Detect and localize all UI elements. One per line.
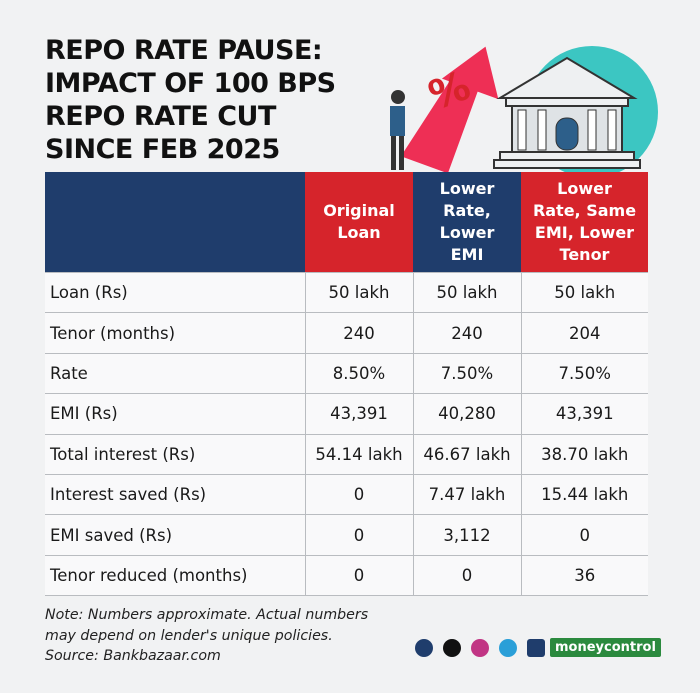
notes: Note: Numbers approximate. Actual number…	[45, 605, 368, 667]
table-row: Rate 8.50% 7.50% 7.50%	[45, 352, 648, 395]
cell: 38.70 lakh	[520, 433, 648, 475]
table-body: Loan (Rs) 50 lakh 50 lakh 50 lakh Tenor (mon…	[45, 271, 648, 597]
comparison-table: Original Loan Lower Rate, Lower EMI Lowe…	[45, 172, 648, 597]
cell: 0	[304, 514, 414, 556]
row-label: Rate	[45, 352, 306, 395]
cell: 50 lakh	[520, 271, 648, 314]
cell: 43,391	[304, 393, 414, 435]
title: REPO RATE PAUSE: IMPACT OF 100 BPS REPO …	[45, 34, 336, 166]
row-label: Total interest (Rs)	[45, 433, 306, 475]
cell: 240	[412, 312, 522, 354]
cell: 8.50%	[304, 352, 414, 395]
cell: 36	[520, 554, 648, 597]
cell: 0	[520, 514, 648, 556]
person	[390, 90, 405, 170]
column-header: Lower Rate, Lower EMI	[413, 172, 521, 273]
cell: 7.50%	[520, 352, 648, 395]
cell: 3,112	[412, 514, 522, 556]
title-line: REPO RATE CUT	[45, 101, 276, 132]
header-blank	[45, 172, 305, 273]
cell: 240	[304, 312, 414, 354]
table-row: EMI saved (Rs) 0 3,112 0	[45, 514, 648, 556]
cell: 40,280	[412, 393, 522, 435]
cell: 0	[412, 554, 522, 597]
column-header: Original Loan	[305, 172, 413, 273]
source-line: Source: Bankbazaar.com	[45, 648, 221, 664]
cell: 54.14 lakh	[304, 433, 414, 475]
brand-logo: moneycontrol	[550, 638, 661, 657]
cell: 43,391	[520, 393, 648, 435]
row-label: Interest saved (Rs)	[45, 473, 306, 516]
table-row: Tenor (months) 240 240 204	[45, 312, 648, 354]
row-label: EMI saved (Rs)	[45, 514, 306, 556]
note-line: may depend on lender's unique policies.	[45, 627, 333, 644]
row-label: EMI (Rs)	[45, 393, 306, 435]
cell: 7.47 lakh	[412, 473, 522, 516]
cell: 204	[520, 312, 648, 354]
cell: 15.44 lakh	[520, 473, 648, 516]
column-header: Lower Rate, Same EMI, Lower Tenor	[521, 172, 648, 273]
title-line: SINCE FEB 2025	[45, 134, 280, 165]
row-label: Tenor reduced (months)	[45, 554, 306, 597]
cell: 50 lakh	[412, 271, 522, 314]
table-row: Tenor reduced (months) 0 0 36	[45, 554, 648, 597]
note-line: Note: Numbers approximate. Actual number…	[45, 607, 369, 623]
row-label: Loan (Rs)	[45, 271, 306, 314]
table-row: Interest saved (Rs) 0 7.47 lakh 15.44 lakh	[45, 473, 648, 516]
table-row: EMI (Rs) 43,391 40,280 43,391	[45, 393, 648, 435]
cell: 7.50%	[412, 352, 522, 395]
cell: 0	[304, 473, 414, 516]
title-line: IMPACT OF 100 BPS	[45, 68, 336, 99]
cell: 0	[304, 554, 414, 597]
social-icons	[415, 639, 545, 657]
header-row: Original Loan Lower Rate, Lower EMI Lowe…	[45, 172, 648, 273]
title-line: REPO RATE PAUSE:	[45, 35, 323, 66]
arrow	[400, 46, 499, 174]
table-row: Loan (Rs) 50 lakh 50 lakh 50 lakh	[45, 271, 648, 314]
cell: 50 lakh	[304, 271, 414, 314]
row-label: Tenor (months)	[45, 312, 306, 354]
bank-building	[493, 56, 641, 169]
cell: 46.67 lakh	[412, 433, 522, 475]
table-row: Total interest (Rs) 54.14 lakh 46.67 lakh 3…	[45, 433, 648, 475]
